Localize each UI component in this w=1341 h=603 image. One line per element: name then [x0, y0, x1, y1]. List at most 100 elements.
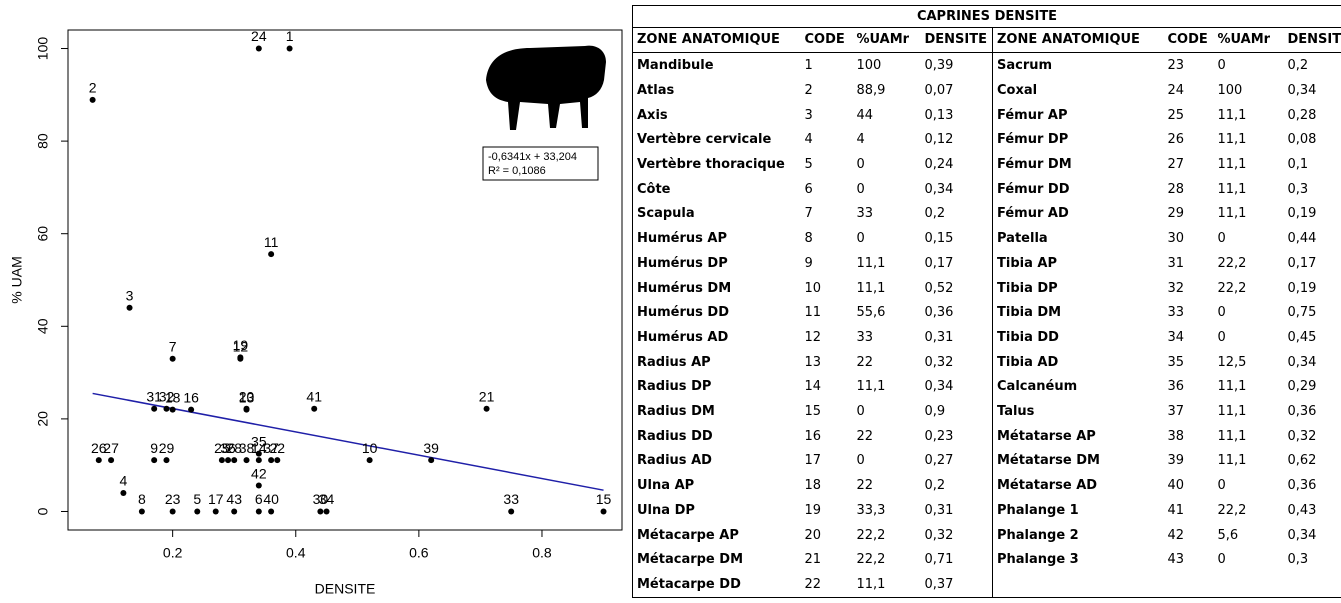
table-cell: Métatarse AP: [997, 428, 1096, 444]
table-cell: Fémur AD: [997, 206, 1069, 222]
table-cell: 12: [804, 329, 822, 345]
point-label: 29: [159, 440, 175, 456]
table-cell: 0,34: [1283, 349, 1341, 375]
table-cell: 39: [1167, 453, 1185, 469]
table-row: Radius DM 15 0 0,9 Talus 37 11,1 0,36: [632, 399, 1341, 424]
table-cell: 0: [1217, 329, 1226, 345]
table-cell: 100: [856, 58, 882, 74]
table-row: Humérus DM 10 11,1 0,52 Tibia DP 32 22,2 0,19: [632, 275, 1341, 301]
table-cell: 22,2: [1217, 280, 1247, 296]
table-cell: 0,31: [920, 325, 993, 350]
point: [243, 457, 250, 464]
table-cell: 0,36: [920, 300, 993, 326]
table-cell: 0: [856, 453, 865, 469]
plot-frame: [67, 29, 623, 531]
table-cell: [1163, 572, 1214, 599]
table-cell: 0,36: [1283, 473, 1341, 499]
table-cell: 0: [1217, 478, 1226, 494]
table-cell: Vertèbre cervicale: [632, 127, 801, 153]
table-cell: 0,52: [920, 275, 993, 301]
table-cell: 0: [856, 157, 865, 173]
table-cell: 0: [1217, 305, 1226, 321]
point: [188, 406, 195, 413]
table-cell: 43: [1167, 552, 1185, 568]
table-cell: 13: [804, 354, 822, 370]
table-cell: 22: [856, 428, 874, 444]
table-cell: Talus: [997, 404, 1035, 420]
point: [311, 405, 318, 412]
table-cell: Métacarpe DM: [632, 547, 801, 573]
sheep-icon: [486, 45, 606, 130]
table-cell: Tibia DD: [997, 329, 1059, 345]
table-cell: 22,2: [856, 527, 886, 543]
y-tick-label: 40: [35, 318, 51, 334]
table-cell: 7: [804, 206, 813, 222]
table-cell: 0: [1217, 552, 1226, 568]
point: [268, 508, 275, 515]
table-cell: 0,62: [1283, 448, 1341, 474]
table-cell: Radius DP: [632, 374, 801, 400]
table-cell: 9: [804, 255, 813, 271]
table-cell: 20: [804, 527, 822, 543]
table-cell: 31: [1167, 255, 1185, 271]
table-cell: [1283, 572, 1341, 599]
table-cell: %UAMr: [1213, 27, 1284, 54]
table-cell: 11,1: [1217, 132, 1247, 148]
point: [231, 457, 238, 464]
table-cell: 0,29: [1283, 374, 1341, 400]
table-cell: 0,71: [920, 547, 993, 573]
table-cell: 0,75: [1283, 300, 1341, 326]
table-row: Vertèbre thoracique 5 0 0,24 Fémur DM 27 11,1 0…: [632, 152, 1341, 177]
table-cell: 11,1: [1217, 379, 1247, 395]
table-cell: 0,12: [920, 127, 993, 153]
point-label: 7: [169, 338, 177, 354]
point: [255, 482, 262, 489]
table-cell: 0,32: [920, 349, 993, 375]
table-cell: %UAMr: [852, 27, 921, 54]
point: [218, 457, 225, 464]
table-cell: 11,1: [1217, 404, 1247, 420]
table-cell: 26: [1167, 132, 1185, 148]
table-cell: 11,1: [856, 280, 886, 296]
table-cell: Phalange 2: [997, 527, 1079, 543]
table-cell: 36: [1167, 379, 1185, 395]
data-table: CAPRINES DENSITE ZONE ANATOMIQUE CODE %UAMr…: [632, 5, 1341, 599]
x-axis-label: DENSITE: [315, 581, 376, 597]
point-label: 19: [233, 337, 249, 353]
point-label: 37: [263, 440, 279, 456]
trend-line: [92, 392, 604, 491]
point-label: 11: [264, 234, 279, 250]
table-cell: 1: [804, 58, 813, 74]
table-cell: 0,17: [1283, 250, 1341, 276]
table-cell: 0,08: [1283, 127, 1341, 153]
point: [274, 457, 281, 464]
table-cell: Radius AP: [632, 349, 801, 375]
table-cell: 8: [804, 231, 813, 247]
x-tick-label: 0.4: [286, 545, 306, 561]
table-cell: 0,2: [920, 201, 993, 227]
x-tick-label: 0.2: [163, 545, 183, 561]
y-tick-label: 100: [35, 37, 51, 61]
table-cell: 0,34: [920, 374, 993, 400]
table-cell: 2: [804, 82, 813, 98]
point: [286, 45, 293, 52]
table-cell: 25: [1167, 107, 1185, 123]
table-cell: 14: [804, 379, 822, 395]
point-label: 38: [239, 440, 255, 456]
point-label: 27: [103, 440, 119, 456]
table-cell: 0,17: [920, 250, 993, 276]
table-cell: 11,1: [856, 255, 886, 271]
table-row: Atlas 2 88,9 0,07 Coxal 24 100 0,34: [632, 78, 1341, 103]
table-row: Ulna AP 18 22 0,2 Métatarse AD 40 0 0,36: [632, 473, 1341, 499]
point-label: 12: [233, 338, 249, 354]
table-cell: 22: [800, 572, 853, 599]
table-cell: Mandibule: [632, 52, 801, 79]
table-cell: Métacarpe AP: [632, 522, 801, 548]
point: [89, 96, 96, 103]
table-cell: 0,15: [920, 226, 993, 251]
point-label: 9: [150, 440, 158, 456]
table-cell: 11,1: [856, 379, 886, 395]
table-row: ZONE ANATOMIQUE CODE %UAMr DENSITE ZONE ANAT…: [632, 27, 1341, 54]
point: [108, 457, 115, 464]
table-row: Axis 3 44 0,13 Fémur AP 25 11,1 0,28: [632, 102, 1341, 128]
